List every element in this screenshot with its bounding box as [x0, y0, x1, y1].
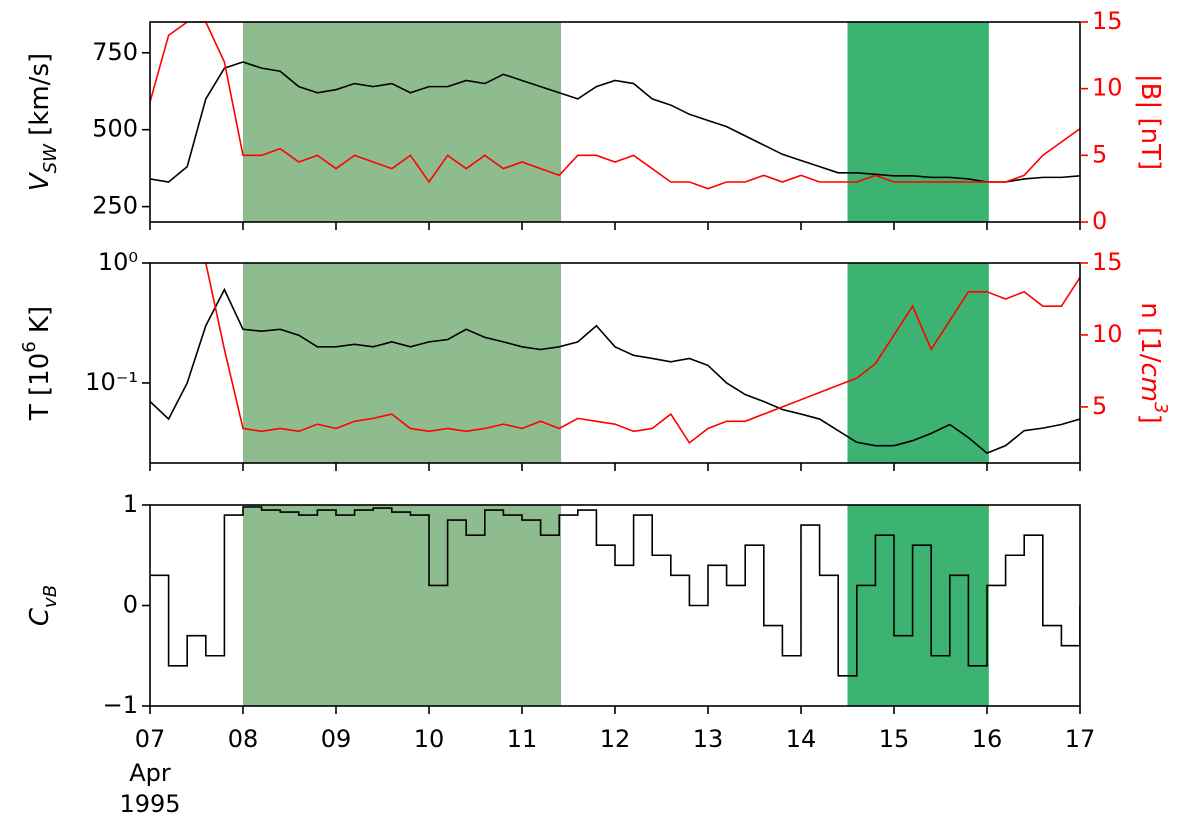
axis-label-part: vB: [40, 585, 61, 608]
axis-label-part: [km/s]: [25, 53, 55, 144]
series-line: [150, 506, 1080, 677]
y-tick-label: 0: [123, 591, 138, 619]
y-tick-label: 750: [92, 38, 138, 66]
highlight-span: [243, 505, 562, 706]
x-tick-label: 12: [600, 725, 631, 753]
y2-tick-label: 15: [1092, 7, 1123, 35]
axis-label-part: cm: [1136, 362, 1166, 402]
y-tick-label: 250: [92, 192, 138, 220]
x-tick-label: 09: [321, 725, 352, 753]
y-tick-label: 10⁻¹: [85, 368, 138, 396]
highlight-span: [243, 22, 562, 222]
y-tick-label: 1: [123, 490, 138, 518]
y2-tick-label: 5: [1092, 140, 1107, 168]
y-tick-label: 10⁰: [98, 248, 138, 276]
axis-label-part: ]: [1136, 414, 1166, 424]
axis-label: VSW [km/s]: [25, 53, 61, 191]
axis-label-part: 3: [1151, 402, 1172, 413]
x-tick-label: 11: [507, 725, 538, 753]
axis-label: n [1/cm3]: [1136, 302, 1172, 423]
axis-label-part: K]: [25, 306, 55, 341]
y-tick-label: −1: [103, 691, 138, 719]
y2-tick-label: 5: [1092, 392, 1107, 420]
x-date-note: 1995: [119, 790, 180, 818]
axis-label-part: SW: [40, 143, 61, 173]
axis-label: T [106 K]: [19, 306, 55, 421]
x-tick-label: 17: [1065, 725, 1096, 753]
highlight-span: [847, 505, 989, 706]
x-tick-label: 15: [879, 725, 910, 753]
y2-tick-label: 10: [1092, 74, 1123, 102]
series-line: [150, 287, 1080, 455]
x-date-note: Apr: [129, 759, 171, 787]
series-line: [150, 61, 1080, 183]
axis-label-part: |B| [nT]: [1136, 74, 1166, 170]
axis-label-part: C: [25, 607, 55, 626]
x-tick-label: 14: [786, 725, 817, 753]
axis-label-part: n [1/: [1136, 302, 1166, 362]
axis-label: CvB: [25, 585, 61, 626]
series-line: [205, 263, 1080, 445]
y-tick-label: 500: [92, 115, 138, 143]
axis-label-part: V: [25, 171, 55, 191]
axis-label-part: T [10: [25, 353, 55, 421]
highlight-span: [847, 22, 989, 222]
y2-tick-label: 0: [1092, 207, 1107, 235]
y2-tick-label: 10: [1092, 320, 1123, 348]
axis-label: |B| [nT]: [1136, 74, 1166, 170]
x-tick-label: 16: [972, 725, 1003, 753]
series-line: [150, 22, 1080, 190]
highlight-span: [243, 263, 562, 463]
axis-label-part: 6: [19, 341, 40, 352]
x-tick-label: 10: [414, 725, 445, 753]
x-tick-label: 07: [135, 725, 166, 753]
x-tick-label: 08: [228, 725, 259, 753]
y2-tick-label: 15: [1092, 248, 1123, 276]
x-tick-label: 13: [693, 725, 724, 753]
